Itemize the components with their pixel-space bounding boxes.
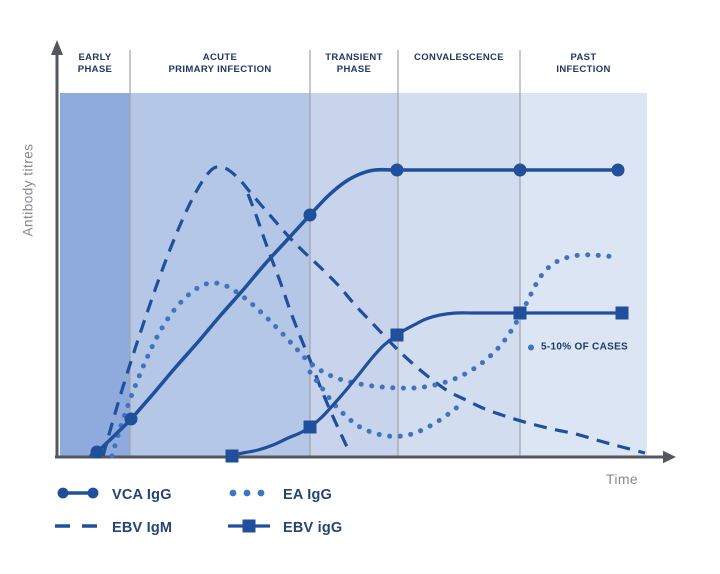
- phase-band: [130, 93, 310, 456]
- phase-label-line: CONVALESCENCE: [414, 52, 504, 63]
- phase-label-line: EARLY: [78, 52, 112, 63]
- phase-label-convalescence: CONVALESCENCE: [414, 52, 504, 64]
- phase-label-early-phase: EARLY PHASE: [78, 52, 112, 76]
- series-branch-ebv-igm: [246, 193, 350, 450]
- marker-circle-vca-igg: [90, 445, 104, 459]
- marker-square-ebv-igg: [390, 328, 404, 342]
- phase-band: [520, 93, 647, 456]
- legend-swatch-dashes-icon: [55, 519, 101, 538]
- phase-label-past-infection: PAST INFECTION: [556, 52, 610, 76]
- phase-label-line: PAST: [570, 52, 597, 63]
- y-axis-arrow-icon: [51, 40, 63, 55]
- legend-swatch-glyph: [228, 519, 270, 532]
- legend-swatch-glyph: [57, 487, 99, 498]
- phase-label-line: PHASE: [336, 64, 372, 75]
- annotation-5-10-percent: 5-10% OF CASES: [528, 342, 628, 353]
- marker-square-ebv-igg: [225, 449, 239, 463]
- phase-label-acute-primary-infection: ACUTE PRIMARY INFECTION: [168, 52, 271, 76]
- marker-circle-vca-igg: [513, 163, 527, 177]
- legend-label: EA IgG: [283, 487, 332, 503]
- series-line-ea-igg: [109, 252, 622, 459]
- legend-item-ebv-igg: EBV igG: [226, 519, 343, 538]
- legend-item-vca-igg: VCA IgG: [55, 487, 172, 503]
- marker-square-ebv-igg: [513, 306, 527, 320]
- series-line-ebv-igg: [227, 311, 622, 458]
- phase-band: [60, 93, 130, 456]
- series-line-ebv-igm: [101, 165, 646, 457]
- marker-circle-vca-igg: [124, 412, 138, 426]
- legend-swatch-glyph: [55, 523, 101, 528]
- legend-swatch-dots-icon: [226, 486, 272, 505]
- phase-label-transient-phase: TRANSIENT PHASE: [325, 52, 383, 76]
- y-axis-label: Antibody titres: [20, 143, 36, 237]
- x-axis-label: Time: [605, 471, 639, 487]
- annotation-dot-icon: [528, 344, 534, 350]
- phase-label-line: PHASE: [77, 64, 113, 75]
- marker-circle-vca-igg: [611, 163, 625, 177]
- marker-square-ebv-igg: [303, 420, 317, 434]
- legend-item-ea-igg: EA IgG: [226, 487, 332, 503]
- phase-label-line: ACUTE: [202, 52, 238, 63]
- legend-swatch-line-square-icon: [226, 519, 272, 538]
- legend-label: VCA IgG: [112, 487, 172, 503]
- legend-item-ebv-igm: EBV IgM: [55, 520, 172, 536]
- phase-label-line: PRIMARY INFECTION: [168, 64, 272, 75]
- phase-label-line: TRANSIENT: [325, 52, 383, 63]
- annotation-text: 5-10% OF CASES: [541, 341, 629, 353]
- x-axis-arrow-icon: [663, 450, 676, 464]
- legend-swatch-glyph: [229, 489, 265, 496]
- phase-band: [310, 93, 398, 456]
- legend-swatch-line-circles-icon: [55, 486, 101, 505]
- marker-circle-vca-igg: [303, 208, 317, 222]
- legend-label: EBV IgM: [112, 520, 173, 536]
- marker-circle-vca-igg: [390, 163, 404, 177]
- marker-square-ebv-igg: [615, 306, 629, 320]
- series-line-vca-igg: [89, 167, 618, 458]
- phase-label-line: INFECTION: [556, 64, 611, 75]
- legend-label: EBV igG: [283, 520, 343, 536]
- phase-band: [398, 93, 520, 456]
